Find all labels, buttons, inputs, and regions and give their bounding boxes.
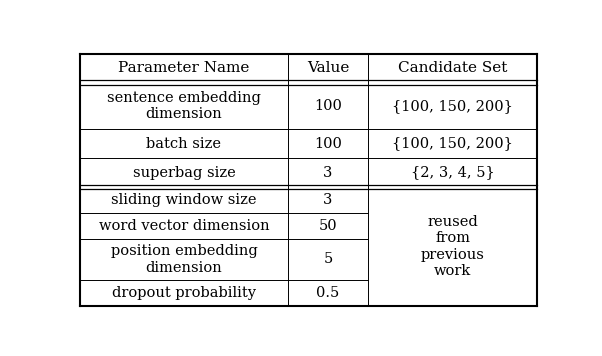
Text: {100, 150, 200}: {100, 150, 200}	[392, 99, 513, 113]
Text: dropout probability: dropout probability	[112, 286, 256, 300]
Text: superbag size: superbag size	[132, 166, 235, 179]
Text: reused
from
previous
work: reused from previous work	[421, 215, 485, 278]
Text: Value: Value	[307, 61, 349, 75]
Text: Candidate Set: Candidate Set	[398, 61, 507, 75]
Text: 100: 100	[314, 137, 342, 151]
Text: position embedding
dimension: position embedding dimension	[111, 245, 257, 274]
Text: 100: 100	[314, 99, 342, 113]
Text: sentence embedding
dimension: sentence embedding dimension	[107, 91, 261, 121]
Text: batch size: batch size	[146, 137, 222, 151]
Text: sliding window size: sliding window size	[111, 193, 256, 207]
Text: {100, 150, 200}: {100, 150, 200}	[392, 137, 513, 151]
Text: 0.5: 0.5	[316, 286, 340, 300]
Text: Parameter Name: Parameter Name	[118, 61, 250, 75]
Text: 5: 5	[323, 252, 332, 267]
Text: {2, 3, 4, 5}: {2, 3, 4, 5}	[411, 166, 494, 179]
Text: 50: 50	[318, 219, 337, 233]
Text: 3: 3	[323, 193, 333, 207]
Text: 3: 3	[323, 166, 333, 179]
Text: word vector dimension: word vector dimension	[99, 219, 269, 233]
